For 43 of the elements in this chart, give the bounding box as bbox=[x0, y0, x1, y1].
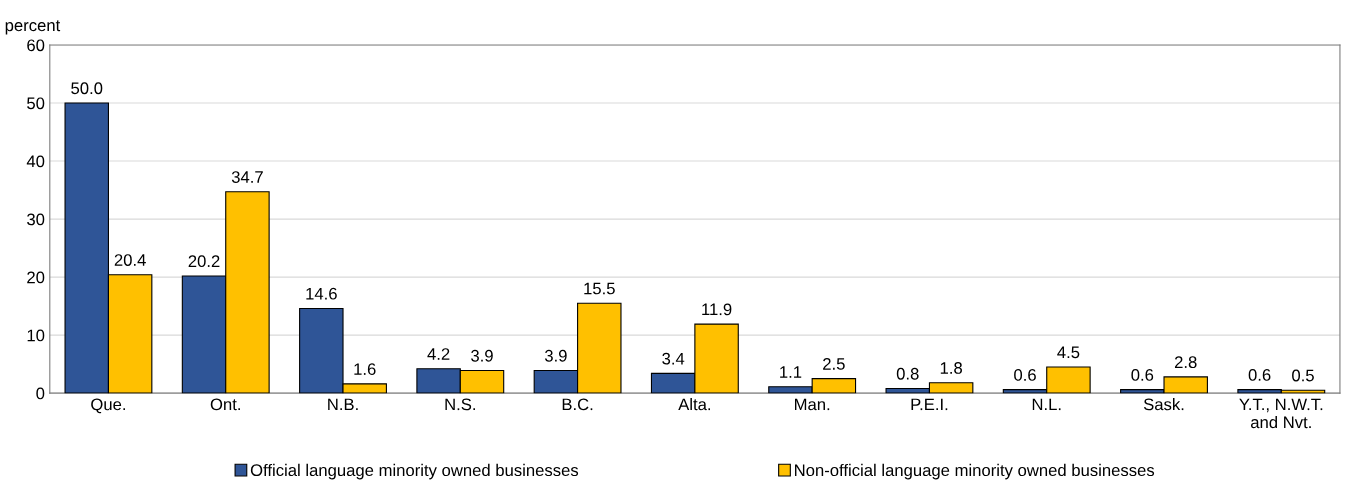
data-label: 3.9 bbox=[471, 349, 493, 362]
y-tick-label: 10 bbox=[27, 329, 45, 342]
y-tick-label: 0 bbox=[36, 387, 45, 400]
data-label: 1.8 bbox=[940, 362, 962, 374]
data-label: 2.5 bbox=[823, 358, 845, 370]
x-tick-label: N.S. bbox=[445, 398, 475, 411]
x-tick-label: Que. bbox=[91, 398, 125, 414]
x-tick-label: N.L. bbox=[1032, 398, 1061, 411]
y-tick-label: 60 bbox=[27, 39, 45, 52]
x-tick-label: B.C. bbox=[562, 398, 593, 411]
y-tick-label: 20 bbox=[27, 271, 45, 284]
legend-label: Non-official language minority owned businesses bbox=[795, 463, 1155, 480]
data-label: 4.5 bbox=[1057, 346, 1080, 359]
data-label: 0.6 bbox=[1131, 369, 1154, 381]
data-label: 20.4 bbox=[114, 254, 146, 266]
data-label: 14.6 bbox=[306, 287, 337, 300]
data-label: 0.6 bbox=[1248, 369, 1271, 381]
data-label: 0.8 bbox=[896, 367, 919, 380]
y-tick-label: 30 bbox=[27, 213, 45, 226]
data-label: 2.8 bbox=[1174, 356, 1197, 369]
legend-label: Official language minority owned businesses bbox=[250, 463, 579, 480]
data-label: 3.9 bbox=[544, 349, 567, 362]
x-tick-label: P.E.I. bbox=[911, 398, 948, 411]
data-label: 0.6 bbox=[1014, 369, 1036, 381]
x-tick-label: Sask. bbox=[1143, 398, 1184, 411]
data-label: 4.2 bbox=[427, 348, 450, 360]
y-tick-label: 50 bbox=[27, 97, 45, 110]
data-label: 50.0 bbox=[71, 82, 103, 95]
data-label: 1.6 bbox=[354, 363, 376, 376]
y-axis-title: percent bbox=[5, 20, 61, 35]
x-tick-label: Alta. bbox=[678, 398, 711, 411]
data-label: 20.2 bbox=[188, 255, 220, 268]
x-tick-label: Man. bbox=[795, 398, 830, 411]
x-tick-label: Y.T., N.W.T. and Nvt. bbox=[1239, 398, 1323, 429]
data-label: 3.4 bbox=[662, 352, 685, 365]
data-label: 34.7 bbox=[231, 171, 263, 183]
data-label: 15.5 bbox=[584, 282, 615, 295]
data-label: 0.5 bbox=[1292, 369, 1314, 382]
y-tick-label: 40 bbox=[26, 155, 45, 168]
data-label: 11.9 bbox=[702, 303, 732, 316]
x-tick-label: Ont. bbox=[210, 398, 240, 411]
x-tick-label: N.B. bbox=[328, 398, 358, 411]
data-label: 1.1 bbox=[780, 366, 802, 378]
